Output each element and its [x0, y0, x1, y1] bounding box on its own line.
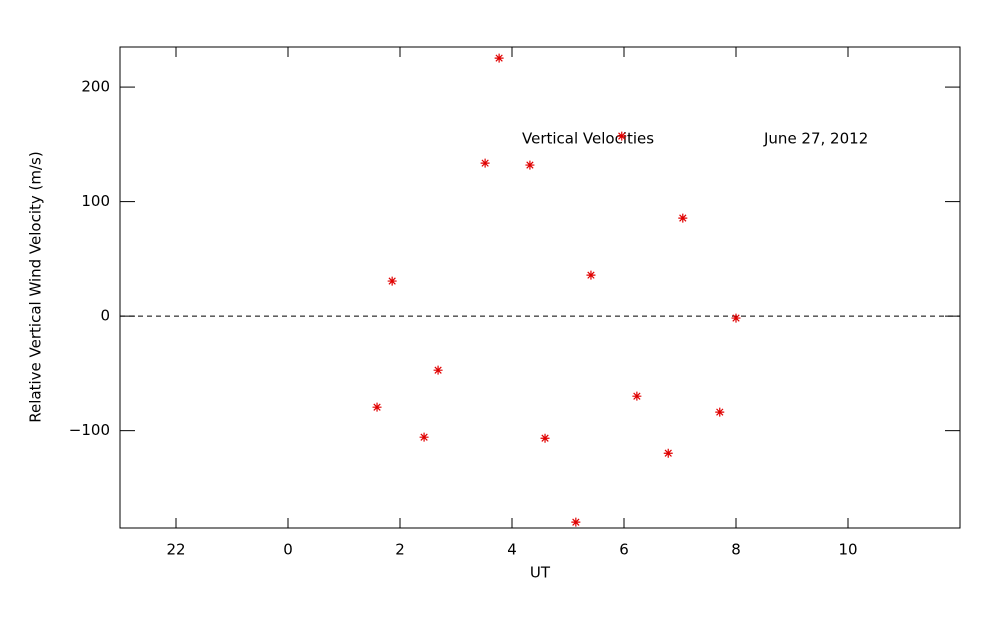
y-axis-label: Relative Vertical Wind Velocity (m/s): [27, 151, 45, 422]
point: [663, 448, 673, 458]
point: [571, 517, 581, 527]
point: [525, 160, 535, 170]
point: [494, 53, 504, 63]
x-tick-label: 0: [283, 541, 293, 559]
x-tick-label: 6: [619, 541, 629, 559]
point: [372, 402, 382, 412]
point: [678, 213, 688, 223]
point: [419, 432, 429, 442]
y-tick-label: 0: [100, 307, 110, 325]
x-tick-label: 10: [838, 541, 857, 559]
point: [540, 433, 550, 443]
point: [731, 313, 741, 323]
x-tick-label: 22: [166, 541, 185, 559]
y-tick-label: 100: [81, 192, 110, 210]
point: [586, 270, 596, 280]
x-axis-label: UT: [530, 564, 551, 582]
point: [387, 276, 397, 286]
x-tick-label: 8: [731, 541, 741, 559]
y-tick-label: 200: [81, 78, 110, 96]
x-tick-label: 4: [507, 541, 517, 559]
point: [480, 158, 490, 168]
x-tick-label: 2: [395, 541, 405, 559]
point: [617, 131, 627, 141]
point: [632, 391, 642, 401]
point: [715, 407, 725, 417]
annotation: Vertical Velocities: [522, 130, 654, 148]
axes: [120, 47, 960, 528]
plot-frame: [119, 46, 961, 529]
point: [433, 365, 443, 375]
annotation: June 27, 2012: [763, 130, 868, 148]
y-tick-label: −100: [69, 421, 110, 439]
